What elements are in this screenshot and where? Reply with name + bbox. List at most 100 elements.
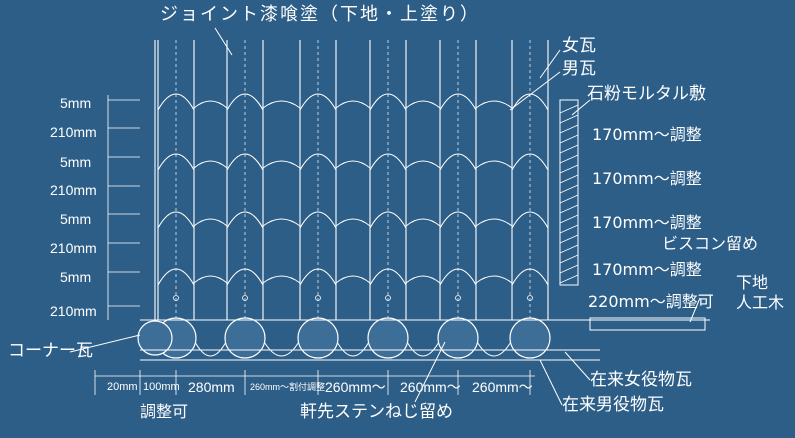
artificial-wood-base xyxy=(589,317,706,331)
female-tile-course-line xyxy=(262,218,301,227)
mortar-hatch xyxy=(559,114,579,124)
mortar-hatch xyxy=(559,104,579,114)
male-tiles xyxy=(155,40,551,359)
right-dim-3: 170mm～調整 xyxy=(592,213,702,232)
bottom-dim-6: 260mm～ xyxy=(400,379,461,395)
title-leader xyxy=(214,27,233,56)
mortar-hatch xyxy=(559,194,579,204)
existing-male-label: 在来男役物瓦 xyxy=(562,395,664,415)
female-tile-course-line xyxy=(405,275,441,284)
female-tile-eave-curve xyxy=(405,339,441,357)
left-dim-7: 5mm xyxy=(60,269,92,285)
bottom-dim-2: 100mm xyxy=(143,381,180,393)
mortar-hatch xyxy=(559,254,579,264)
mortar-hatch xyxy=(559,214,579,224)
female-tile-course-line xyxy=(475,160,513,169)
mortar-column xyxy=(559,99,579,286)
female-tile-course-line xyxy=(193,160,228,169)
artificial-wood-leader xyxy=(689,297,701,323)
screw-hole xyxy=(315,295,321,301)
title: ジョイント漆喰塗（下地・上塗り） xyxy=(160,4,480,25)
right-dim-5: 220mm～調整可 xyxy=(588,292,714,311)
artificial-wood-label: 人工木 xyxy=(736,293,785,312)
screw-hole xyxy=(242,295,248,301)
screw-hole xyxy=(455,295,461,301)
mortar-hatch xyxy=(559,184,579,194)
mortar-hatch xyxy=(559,134,579,144)
screw-hole xyxy=(527,295,533,301)
base-label: 下地 xyxy=(736,273,769,292)
female-tile-course-line xyxy=(405,100,441,109)
mortar-hatch xyxy=(559,154,579,164)
existing-male-leader xyxy=(539,359,563,406)
female-tile-eave-curve xyxy=(335,339,371,357)
screw-hole xyxy=(173,295,179,301)
left-dim-6: 210mm xyxy=(50,240,97,256)
female-tiles xyxy=(193,100,513,357)
male-tile-eave-end xyxy=(297,317,339,359)
female-tile-course-line xyxy=(475,275,513,284)
mortar-hatch xyxy=(559,264,579,274)
right-dim-1: 170mm～調整 xyxy=(592,125,702,144)
mortar-hatch xyxy=(559,244,579,254)
male-tile-leader xyxy=(509,71,561,111)
female-tile-leader xyxy=(539,49,561,79)
bottom-dim-4: 260mm～割付調整 xyxy=(250,382,326,392)
mortar-hatch xyxy=(559,204,579,214)
female-tile-eave-curve xyxy=(262,339,301,357)
corner-tile-label: コーナー瓦 xyxy=(8,341,93,361)
female-tile-course-line xyxy=(262,275,301,284)
female-tile-course-line xyxy=(193,275,228,284)
leader-lines xyxy=(69,27,701,406)
existing-female-label: 在来女役物瓦 xyxy=(590,370,692,390)
female-tile-label: 女瓦 xyxy=(562,36,596,56)
female-tile-eave-curve xyxy=(193,339,228,357)
female-tile-course-line xyxy=(405,218,441,227)
eaves-screw-label: 軒先ステンねじ留め xyxy=(300,402,453,422)
female-tile-course-line xyxy=(193,218,228,227)
male-tile-eave-end xyxy=(437,317,479,359)
male-tile-cap xyxy=(369,211,407,229)
bottom-dim-1: 20mm xyxy=(107,381,138,393)
female-tile-course-line xyxy=(262,100,301,109)
mortar-hatch xyxy=(559,174,579,184)
male-tile-cap xyxy=(226,211,264,229)
right-dim-2: 170mm～調整 xyxy=(592,169,702,188)
left-dim-3: 5mm xyxy=(60,154,92,170)
mortar-hatch xyxy=(559,234,579,244)
bottom-dim-5: 260mm～ xyxy=(325,379,386,395)
female-tile-eave-curve xyxy=(475,339,513,357)
screw-fixing-label: ビスコン留め xyxy=(662,234,759,253)
female-tile-course-line xyxy=(335,275,371,284)
left-dim-5: 5mm xyxy=(60,211,92,227)
left-dim-2: 210mm xyxy=(50,124,97,140)
screw-hole xyxy=(385,295,391,301)
left-dim-4: 210mm xyxy=(50,182,97,198)
bottom-dim-7: 260mm～ xyxy=(472,379,533,395)
left-dim-1: 5mm xyxy=(60,95,92,111)
male-tile-label: 男瓦 xyxy=(562,59,596,79)
left-dim-8: 210mm xyxy=(50,303,97,319)
mortar-hatch xyxy=(559,274,579,284)
female-tile-course-line xyxy=(193,100,228,109)
male-tile-cap xyxy=(511,211,549,229)
adjustable-label: 調整可 xyxy=(140,402,189,421)
female-tile-course-line xyxy=(475,218,513,227)
mortar-hatch xyxy=(559,124,579,134)
female-tile-course-line xyxy=(475,100,513,109)
female-tile-course-line xyxy=(335,218,371,227)
mortar-hatch xyxy=(559,164,579,174)
existing-female-leader xyxy=(564,351,591,381)
female-tile-course-line xyxy=(335,160,371,169)
female-tile-course-line xyxy=(335,100,371,109)
right-dim-4: 170mm～調整 xyxy=(592,260,702,279)
corner-tile-end xyxy=(137,320,173,356)
male-tile-cap xyxy=(157,211,195,229)
male-tile-eave-end xyxy=(224,317,266,359)
male-tile-cap xyxy=(299,211,337,229)
male-tile-eave-end xyxy=(367,317,409,359)
eaves-screw-leader xyxy=(414,341,446,403)
bottom-dim-3: 280mm xyxy=(188,379,235,395)
